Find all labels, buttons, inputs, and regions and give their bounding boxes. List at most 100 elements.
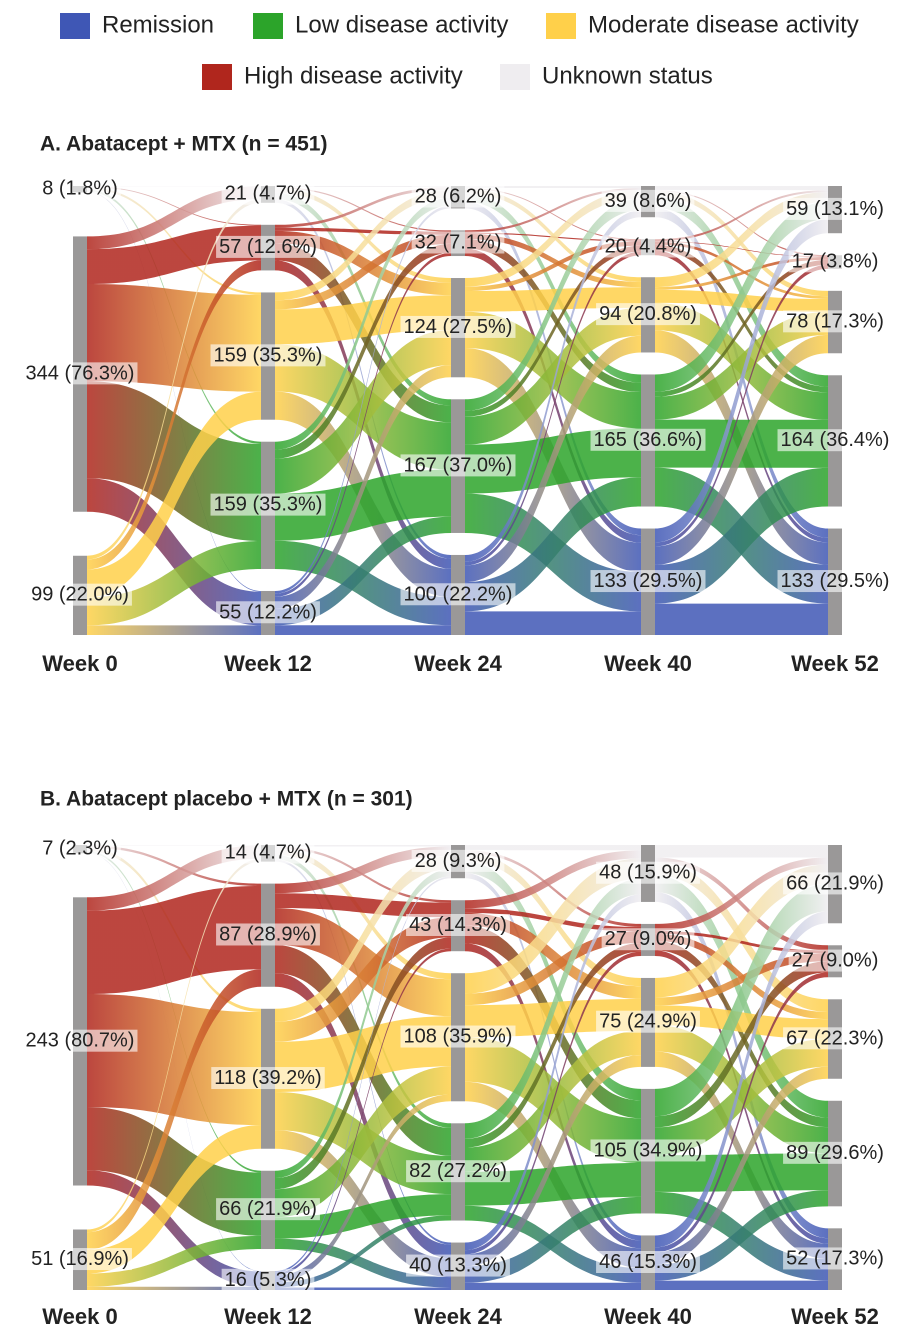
label-background [788, 250, 882, 273]
node-label: 344 (76.3%) [26, 362, 135, 384]
node-label: 99 (22.0%) [31, 584, 129, 606]
flow [87, 969, 261, 1250]
label-background [221, 182, 315, 205]
flow [655, 334, 828, 565]
x-tick-label: Week 12 [224, 651, 312, 676]
flow [275, 856, 451, 1022]
flow [275, 252, 451, 597]
flow [275, 625, 451, 635]
node-label: 67 (22.3%) [786, 1027, 884, 1049]
label-background [39, 837, 121, 860]
node-label: 133 (29.5%) [781, 570, 890, 592]
flow [465, 1055, 641, 1267]
flow [655, 259, 828, 397]
flow [275, 189, 451, 301]
label-background [596, 1010, 700, 1033]
node-label: 243 (80.7%) [26, 1030, 135, 1052]
node-label: 59 (13.1%) [786, 198, 884, 220]
flow [655, 190, 828, 257]
legend-label: Remission [102, 11, 214, 38]
flow [465, 251, 641, 566]
flow [275, 1066, 451, 1218]
flow [655, 244, 828, 393]
node-label: 20 (4.4%) [605, 236, 692, 258]
flow [275, 186, 451, 188]
label-background [210, 344, 326, 367]
node-label: 27 (9.0%) [792, 950, 879, 972]
label-background [601, 189, 695, 212]
flow [655, 845, 828, 858]
flow [655, 202, 828, 392]
node-label: 14 (4.7%) [225, 842, 312, 864]
legend-swatch [60, 13, 90, 39]
label-background [406, 913, 510, 936]
label-background [28, 583, 132, 606]
flow [275, 1215, 451, 1288]
label-background [400, 454, 516, 477]
flow [87, 625, 261, 635]
label-background [783, 197, 887, 220]
flow [465, 186, 641, 188]
x-tick-label: Week 52 [791, 651, 879, 676]
legend-label: Unknown status [542, 62, 713, 89]
label-background [210, 493, 326, 516]
flow [655, 190, 828, 242]
legend-swatch [253, 13, 283, 39]
node-label: 89 (29.6%) [786, 1142, 884, 1164]
node-label: 133 (29.5%) [594, 570, 703, 592]
label-background [216, 601, 320, 624]
flow [465, 1282, 641, 1290]
flow [87, 994, 261, 1126]
label-background [221, 841, 315, 864]
node-label: 51 (16.9%) [31, 1248, 129, 1270]
flow [465, 233, 641, 288]
legend-swatch [546, 13, 576, 39]
panel-title: A. Abatacept + MTX (n = 451) [40, 133, 327, 156]
legend-swatch [500, 64, 530, 90]
x-tick-label: Week 0 [42, 651, 117, 676]
flow [275, 234, 451, 310]
flow [87, 186, 261, 250]
flow [655, 219, 828, 543]
label-background [783, 1247, 887, 1270]
flow [655, 892, 828, 1239]
node-label: 39 (8.6%) [605, 190, 692, 212]
label-background [400, 315, 516, 338]
flow [87, 858, 261, 1233]
x-tick-label: Week 0 [42, 1304, 117, 1329]
flow [655, 186, 828, 191]
flow [465, 187, 641, 233]
flow [465, 931, 641, 1006]
label-background [211, 1067, 325, 1090]
flow [655, 264, 828, 547]
flow [655, 857, 828, 931]
x-tick-label: Week 40 [604, 651, 692, 676]
flow [465, 248, 641, 543]
flow [87, 1286, 261, 1290]
node-label: 105 (34.9%) [594, 1139, 703, 1161]
label-background [22, 362, 138, 385]
flow [655, 940, 828, 1128]
flow [275, 854, 451, 1128]
legend-label: Low disease activity [295, 11, 508, 38]
legend-swatch [202, 64, 232, 90]
flow [655, 961, 828, 1128]
label-background [601, 928, 695, 951]
flow [465, 210, 641, 562]
flow [87, 886, 261, 995]
node-label: 32 (7.1%) [415, 232, 502, 254]
flow [655, 857, 828, 951]
flow [275, 1287, 451, 1290]
x-tick-label: Week 52 [791, 1304, 879, 1329]
flow [465, 850, 641, 927]
flow [465, 245, 641, 417]
flow [655, 241, 828, 300]
label-background [221, 1268, 315, 1291]
node-label: 40 (13.3%) [409, 1255, 507, 1277]
node-label: 108 (35.9%) [404, 1026, 513, 1048]
node-label: 46 (15.3%) [599, 1251, 697, 1273]
flow [275, 516, 451, 626]
node-label: 165 (36.6%) [594, 429, 703, 451]
label-background [216, 1198, 320, 1221]
node-label: 48 (15.9%) [599, 862, 697, 884]
